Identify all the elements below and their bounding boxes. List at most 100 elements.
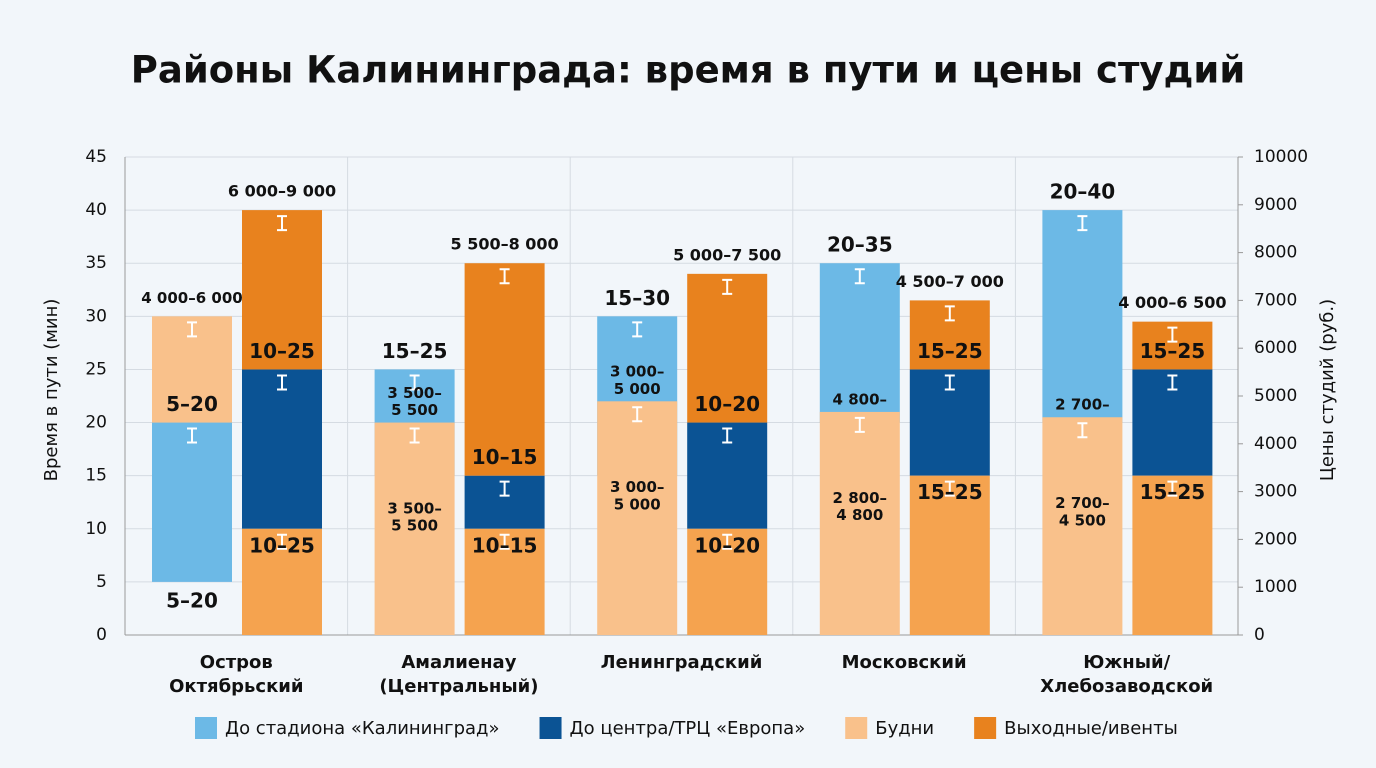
value-label: 4 500–7 000 — [896, 272, 1004, 291]
whisker — [499, 480, 510, 497]
value-label: 5 000 — [614, 380, 661, 398]
y-tick-label: 10 — [85, 519, 107, 539]
whisker — [1167, 326, 1178, 343]
bar — [819, 411, 900, 635]
whisker — [409, 427, 420, 444]
value-label: 10–15 — [472, 445, 538, 469]
legend-swatch — [195, 717, 217, 739]
value-label: 2 700– — [1055, 494, 1109, 512]
legend-label: До центра/ТРЦ «Европа» — [570, 718, 806, 739]
bar — [242, 369, 322, 529]
whisker — [632, 406, 643, 423]
y2-tick-label: 5000 — [1254, 386, 1297, 406]
whisker — [1167, 374, 1178, 391]
bar — [1042, 210, 1123, 423]
x-tick-label: Амалиенау — [401, 652, 516, 673]
value-label: 5 000 — [614, 495, 661, 513]
bar — [464, 263, 545, 476]
legend-label: До стадиона «Калининград» — [225, 718, 500, 739]
bar — [152, 422, 232, 582]
value-label: 3 500– — [387, 499, 441, 517]
whisker — [1077, 422, 1088, 439]
legend-swatch — [974, 717, 997, 739]
y-tick-label: 5 — [96, 572, 107, 592]
value-label: 10–20 — [694, 533, 760, 557]
value-label: 10–15 — [472, 533, 538, 557]
value-label: 15–25 — [1140, 480, 1206, 504]
bar — [687, 273, 768, 423]
value-label: 3 000– — [610, 363, 664, 381]
value-label: 20–40 — [1050, 180, 1116, 204]
value-label: 4 800 — [836, 506, 883, 524]
y-tick-label: 25 — [85, 359, 107, 379]
value-label: 15–25 — [1140, 339, 1206, 363]
whisker — [187, 427, 197, 444]
whisker — [722, 533, 733, 550]
bar — [597, 401, 678, 635]
x-tick-label: Октябрьский — [169, 676, 303, 697]
legend-swatch — [845, 717, 868, 739]
value-label: 5 000–7 500 — [673, 245, 781, 264]
y2-tick-label: 10000 — [1254, 147, 1308, 167]
whisker — [1077, 215, 1088, 232]
y2-axis-title: Цены студий (руб.) — [1317, 299, 1338, 481]
legend-label: Будни — [875, 718, 934, 739]
whisker — [409, 374, 420, 391]
x-tick-label: Остров — [200, 652, 273, 673]
bar — [819, 263, 900, 423]
y-tick-label: 35 — [85, 253, 107, 273]
value-label: 15–25 — [917, 339, 983, 363]
whisker — [1167, 480, 1178, 497]
y2-tick-label: 6000 — [1254, 338, 1297, 358]
value-label: 6 000–9 000 — [228, 182, 336, 201]
y-tick-label: 15 — [85, 466, 107, 486]
bar — [242, 210, 322, 370]
y-axis-title: Время в пути (мин) — [41, 299, 62, 482]
value-label: 10–25 — [249, 339, 315, 363]
legend-label: Выходные/ивенты — [1004, 718, 1178, 739]
whisker — [722, 278, 733, 295]
x-tick-label: Московский — [842, 652, 967, 673]
whisker — [499, 268, 510, 285]
legend-swatch — [539, 717, 562, 739]
x-tick-label: Южный/ — [1083, 652, 1170, 673]
value-label: 10–25 — [249, 533, 315, 557]
x-tick-label: (Центральный) — [379, 676, 538, 697]
value-label: 15–25 — [382, 339, 448, 363]
value-label: 5 500 — [391, 401, 438, 419]
whisker — [944, 305, 955, 322]
y2-tick-label: 8000 — [1254, 243, 1297, 263]
value-label: 5 500–8 000 — [450, 235, 558, 254]
y2-tick-label: 1000 — [1254, 577, 1297, 597]
y2-tick-label: 3000 — [1254, 482, 1297, 502]
y-tick-label: 0 — [96, 625, 107, 645]
whisker — [854, 416, 865, 433]
whisker — [187, 321, 197, 338]
whisker — [499, 533, 510, 550]
value-label: 5–20 — [166, 392, 218, 416]
x-tick-label: Хлебозаводской — [1040, 676, 1213, 697]
value-label: 5 500 — [391, 517, 438, 535]
value-label: 10–20 — [694, 392, 760, 416]
y2-tick-label: 7000 — [1254, 290, 1297, 310]
value-label: 5–20 — [166, 588, 218, 612]
y2-tick-label: 0 — [1254, 625, 1265, 645]
value-label: 3 500– — [387, 384, 441, 402]
y-tick-label: 45 — [85, 147, 107, 167]
bar — [374, 422, 455, 635]
whisker — [277, 533, 287, 550]
value-label: 4 000–6 500 — [1118, 293, 1226, 312]
whisker — [944, 480, 955, 497]
whisker — [277, 374, 287, 391]
value-label: 2 700– — [1055, 396, 1109, 414]
y-tick-label: 40 — [85, 200, 107, 220]
whisker — [632, 321, 643, 338]
bar — [1042, 417, 1123, 635]
whisker — [944, 374, 955, 391]
value-label: 3 000– — [610, 478, 664, 496]
bar — [909, 475, 990, 635]
whisker — [277, 215, 287, 232]
y2-tick-label: 2000 — [1254, 529, 1297, 549]
whisker — [722, 427, 733, 444]
